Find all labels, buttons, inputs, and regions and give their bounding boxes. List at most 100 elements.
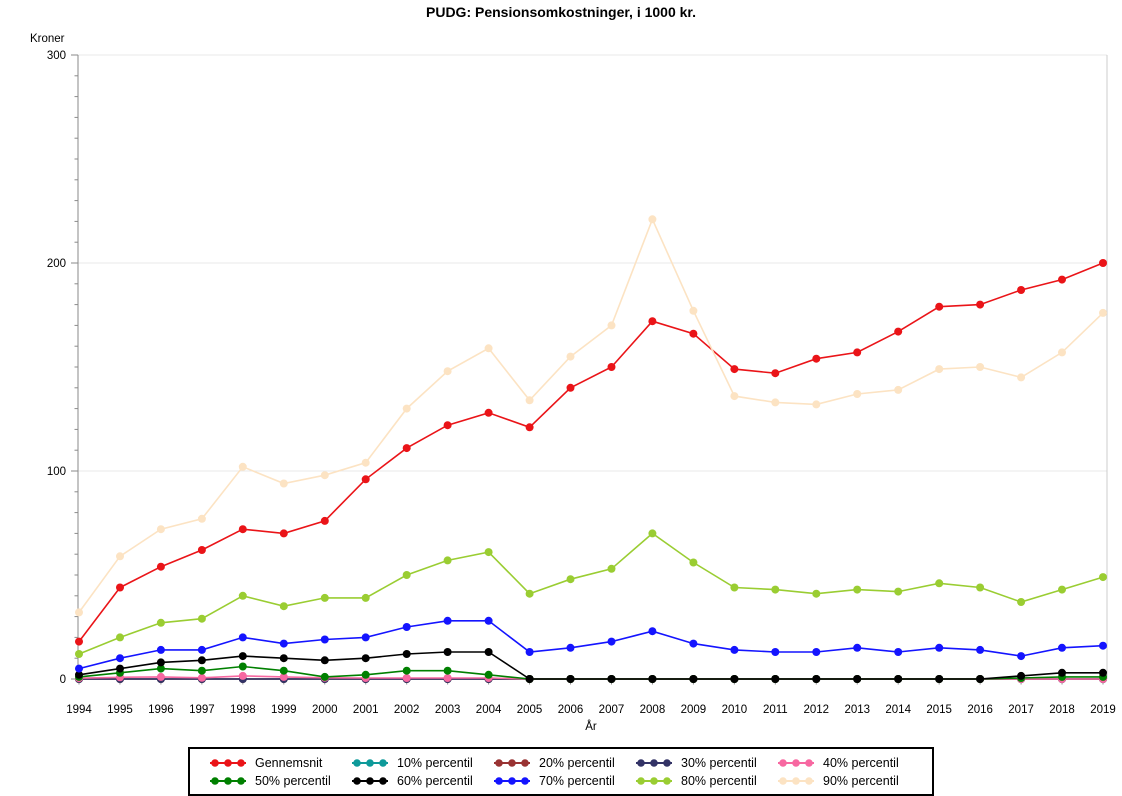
data-point-60-percentil bbox=[648, 675, 657, 683]
data-point-70-percentil bbox=[689, 639, 698, 648]
x-tick-label: 2012 bbox=[803, 704, 829, 716]
data-point-70-percentil bbox=[320, 635, 329, 644]
legend-item-label: 30% percentil bbox=[681, 755, 757, 770]
legend-item-90-percentil: 90% percentil bbox=[776, 772, 918, 789]
data-point-gennemsnit bbox=[525, 423, 534, 432]
data-point-40-percentil bbox=[238, 671, 247, 680]
legend-dot bbox=[353, 776, 361, 785]
legend-dot bbox=[792, 776, 800, 785]
legend-dot bbox=[495, 758, 503, 767]
data-point-50-percentil bbox=[361, 670, 370, 679]
x-tick-label: 2015 bbox=[926, 704, 952, 716]
data-point-90-percentil bbox=[771, 398, 780, 407]
data-point-60-percentil bbox=[566, 675, 575, 683]
data-point-90-percentil bbox=[361, 458, 370, 467]
data-point-60-percentil bbox=[689, 675, 698, 683]
data-point-gennemsnit bbox=[812, 354, 821, 363]
legend-item-40-percentil: 40% percentil bbox=[776, 754, 918, 771]
data-point-80-percentil bbox=[525, 589, 534, 598]
data-point-gennemsnit bbox=[730, 365, 739, 374]
data-point-80-percentil bbox=[116, 633, 124, 642]
legend-dot bbox=[379, 776, 387, 785]
legend-item-50-percentil: 50% percentil bbox=[208, 772, 350, 789]
data-point-90-percentil bbox=[279, 479, 288, 488]
legend-item-label: 10% percentil bbox=[397, 755, 473, 770]
legend-item-70-percentil: 70% percentil bbox=[492, 772, 634, 789]
legend-item-label: 40% percentil bbox=[823, 755, 899, 770]
data-point-gennemsnit bbox=[607, 363, 616, 371]
plot-area: 0 100 200 300 Kroner 1994 1995 1996 1997 1998 1999… bbox=[30, 33, 1116, 733]
data-point-gennemsnit bbox=[771, 369, 780, 378]
legend-dot bbox=[237, 758, 245, 767]
data-point-90-percentil bbox=[484, 344, 493, 353]
legend-dot bbox=[353, 758, 361, 767]
data-point-60-percentil bbox=[1099, 668, 1107, 677]
series-line-90-percentil bbox=[78, 217, 1104, 613]
data-point-gennemsnit bbox=[566, 383, 575, 392]
legend-item-label: 60% percentil bbox=[397, 773, 473, 788]
data-point-50-percentil bbox=[484, 670, 493, 679]
data-point-gennemsnit bbox=[361, 475, 370, 484]
series-line-80-percentil bbox=[78, 532, 1104, 655]
x-tick-label: 2005 bbox=[517, 704, 543, 716]
x-tick-label: 2007 bbox=[599, 704, 625, 716]
data-point-90-percentil bbox=[1099, 308, 1107, 317]
x-tick-label: 2014 bbox=[885, 704, 911, 716]
data-point-90-percentil bbox=[1058, 348, 1066, 357]
legend-dot bbox=[495, 776, 503, 785]
legend-dot bbox=[224, 758, 232, 767]
x-tick-label: 2008 bbox=[640, 704, 666, 716]
data-point-90-percentil bbox=[197, 514, 206, 523]
data-point-90-percentil bbox=[648, 215, 657, 224]
legend-marker-icon bbox=[210, 776, 246, 785]
data-point-60-percentil bbox=[320, 656, 329, 665]
legend-dot bbox=[211, 758, 219, 767]
data-point-70-percentil bbox=[361, 633, 370, 642]
data-point-50-percentil bbox=[238, 662, 247, 671]
legend-dot bbox=[379, 758, 387, 767]
data-point-60-percentil bbox=[279, 654, 288, 663]
data-point-70-percentil bbox=[812, 648, 821, 656]
data-point-90-percentil bbox=[320, 471, 329, 480]
legend-dot bbox=[805, 758, 813, 767]
data-point-70-percentil bbox=[484, 616, 493, 625]
data-point-60-percentil bbox=[730, 675, 739, 683]
data-point-70-percentil bbox=[853, 643, 862, 652]
data-point-80-percentil bbox=[320, 593, 329, 602]
data-point-gennemsnit bbox=[75, 637, 83, 646]
x-tick-label: 2006 bbox=[558, 704, 584, 716]
data-point-80-percentil bbox=[1099, 573, 1107, 582]
legend-item-label: 20% percentil bbox=[539, 755, 615, 770]
data-point-60-percentil bbox=[156, 658, 165, 667]
legend-item-label: 70% percentil bbox=[539, 773, 615, 788]
data-point-70-percentil bbox=[648, 627, 657, 636]
legend-item-20-percentil: 20% percentil bbox=[492, 754, 634, 771]
data-point-90-percentil bbox=[443, 367, 452, 376]
data-point-gennemsnit bbox=[1017, 286, 1026, 294]
x-tick-label: 2009 bbox=[681, 704, 707, 716]
data-point-60-percentil bbox=[853, 675, 862, 683]
legend-marker-icon bbox=[778, 758, 814, 767]
data-point-80-percentil bbox=[894, 587, 903, 596]
x-tick-label: 2013 bbox=[844, 704, 870, 716]
legend-dot bbox=[521, 758, 529, 767]
series-line-60-percentil bbox=[78, 651, 1103, 680]
data-point-80-percentil bbox=[484, 548, 493, 557]
data-point-80-percentil bbox=[812, 589, 821, 598]
legend-dot bbox=[508, 758, 516, 767]
data-point-90-percentil bbox=[238, 462, 247, 471]
x-tick-label: 2000 bbox=[312, 704, 338, 716]
legend-item-80-percentil: 80% percentil bbox=[634, 772, 776, 789]
data-point-90-percentil bbox=[894, 385, 903, 394]
data-point-80-percentil bbox=[607, 564, 616, 573]
y-tick-label: 0 bbox=[60, 674, 66, 686]
data-point-70-percentil bbox=[935, 643, 944, 652]
data-point-60-percentil bbox=[976, 675, 985, 683]
legend-marker-icon bbox=[778, 776, 814, 785]
legend-dot bbox=[663, 776, 671, 785]
data-point-90-percentil bbox=[812, 400, 821, 409]
legend-dot bbox=[779, 758, 787, 767]
data-point-90-percentil bbox=[156, 525, 165, 534]
legend-dot bbox=[663, 758, 671, 767]
y-axis-title: Kroner bbox=[30, 33, 65, 45]
